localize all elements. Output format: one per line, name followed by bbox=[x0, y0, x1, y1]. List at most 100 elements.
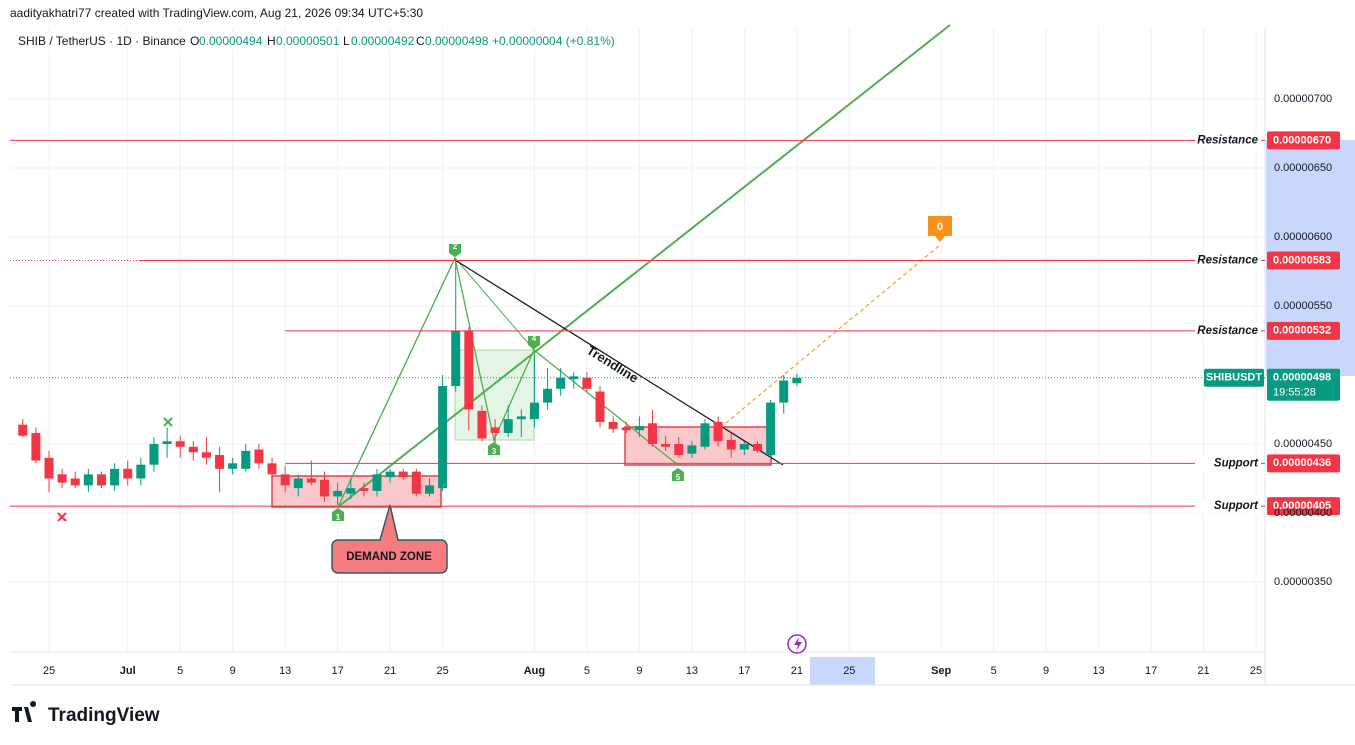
symbol-title: SHIB / TetherUS · 1D · Binance bbox=[18, 34, 186, 48]
level-name: Resistance bbox=[1197, 134, 1258, 146]
candle-body bbox=[726, 439, 736, 450]
ohlc-key: L bbox=[343, 34, 350, 48]
ohlc-change: +0.00000004 (+0.81%) bbox=[492, 34, 615, 48]
candle-body bbox=[451, 330, 461, 387]
price-tag-label: 0.00000583 bbox=[1273, 254, 1331, 266]
level-name: Resistance bbox=[1197, 254, 1258, 266]
candle-body bbox=[556, 377, 566, 389]
pattern-marker bbox=[528, 336, 540, 349]
candle-body bbox=[215, 455, 225, 469]
level-name-bg bbox=[1195, 323, 1261, 338]
candle-body bbox=[634, 426, 644, 431]
symbol-tag-label: SHIBUSDT bbox=[1206, 372, 1263, 384]
candle-body bbox=[582, 377, 592, 389]
candle-body bbox=[411, 471, 421, 494]
candle-body bbox=[792, 377, 802, 384]
price-tag bbox=[1267, 321, 1340, 340]
candle-body bbox=[136, 464, 146, 479]
pattern-marker bbox=[672, 468, 684, 481]
countdown: 19:55:28 bbox=[1273, 387, 1316, 399]
level-name-bg bbox=[1195, 253, 1261, 268]
candle-body bbox=[359, 488, 369, 491]
candle-body bbox=[188, 446, 198, 453]
candles bbox=[18, 260, 802, 505]
candle-body bbox=[477, 410, 487, 439]
candle-body bbox=[516, 416, 526, 420]
ohlc-value: 0.00000494 bbox=[199, 34, 263, 48]
candle-body bbox=[333, 490, 343, 497]
ohlc-key: C bbox=[416, 34, 425, 48]
y-tick-label: 0.00000700 bbox=[1274, 93, 1332, 105]
header-bg bbox=[12, 32, 612, 50]
candle-body bbox=[700, 423, 710, 447]
y-tick-label: 0.00000450 bbox=[1274, 438, 1332, 450]
candle-body bbox=[201, 452, 211, 458]
ohlc-value: 0.00000492 bbox=[351, 34, 415, 48]
x-tick-label: Aug bbox=[524, 665, 545, 677]
candle-body bbox=[18, 424, 28, 436]
candle-body bbox=[595, 391, 605, 422]
candle-body bbox=[687, 445, 697, 454]
candle-body bbox=[739, 444, 749, 450]
pattern-label: 3 bbox=[492, 447, 497, 456]
x-tick-label: 17 bbox=[738, 665, 750, 677]
x-tick-label: 9 bbox=[230, 665, 236, 677]
price-tag-label: 0.00000670 bbox=[1273, 134, 1331, 146]
pattern-marker bbox=[488, 442, 500, 455]
x-tick-label: Jul bbox=[120, 665, 136, 677]
time-selection bbox=[810, 657, 875, 685]
y-tick-label: 0.00000600 bbox=[1274, 231, 1332, 243]
consolidation-zone bbox=[624, 426, 772, 466]
candle-body bbox=[70, 478, 80, 486]
candle-body bbox=[713, 421, 723, 442]
x-tick-label: 25 bbox=[843, 665, 855, 677]
pattern-label: 4 bbox=[532, 334, 537, 343]
ohlc-value: 0.00000501 bbox=[276, 34, 340, 48]
price-tag bbox=[1267, 251, 1340, 270]
zone-label: DEMAND ZONE bbox=[346, 551, 432, 563]
candle-body bbox=[438, 386, 448, 489]
x-tick-label: 25 bbox=[436, 665, 448, 677]
candle-body bbox=[569, 376, 579, 380]
candle-body bbox=[424, 485, 434, 494]
y-tick-label: 0.00000550 bbox=[1274, 300, 1332, 312]
x-tick-label: 21 bbox=[384, 665, 396, 677]
level-name-bg bbox=[1195, 456, 1261, 471]
level-name-bg bbox=[1195, 133, 1261, 148]
candle-body bbox=[44, 457, 54, 479]
candle-body bbox=[306, 478, 316, 483]
candle-body bbox=[83, 474, 93, 486]
pattern-label: 5 bbox=[676, 473, 681, 482]
candle-body bbox=[529, 402, 539, 420]
y-tick-label: 0.00000350 bbox=[1274, 576, 1332, 588]
candle-body bbox=[254, 449, 264, 464]
zigzag-leg bbox=[454, 257, 535, 351]
price-tag-label: 0.00000532 bbox=[1273, 325, 1331, 337]
candle-body bbox=[385, 471, 395, 478]
candle-body bbox=[779, 380, 789, 403]
x-tick-label: 17 bbox=[332, 665, 344, 677]
ohlc-key: O bbox=[190, 34, 199, 48]
candle-body bbox=[175, 441, 185, 447]
candle-body bbox=[503, 419, 513, 433]
brand-logo bbox=[12, 701, 37, 722]
trendline bbox=[454, 259, 784, 466]
candle-body bbox=[621, 427, 631, 431]
x-tick-label: 9 bbox=[1043, 665, 1049, 677]
candle-body bbox=[320, 479, 330, 497]
pattern-marker bbox=[332, 508, 344, 521]
candle-body bbox=[31, 432, 41, 461]
x-tick-label: 13 bbox=[686, 665, 698, 677]
event-bolt bbox=[794, 637, 802, 651]
cross-marker bbox=[57, 512, 67, 522]
candle-body bbox=[57, 474, 67, 483]
zigzag-leg bbox=[337, 257, 456, 508]
pattern-label: 1 bbox=[336, 513, 341, 522]
brand: TradingView bbox=[48, 705, 160, 726]
x-tick-label: 21 bbox=[791, 665, 803, 677]
candle-body bbox=[280, 474, 290, 486]
price-tag bbox=[1267, 454, 1340, 473]
